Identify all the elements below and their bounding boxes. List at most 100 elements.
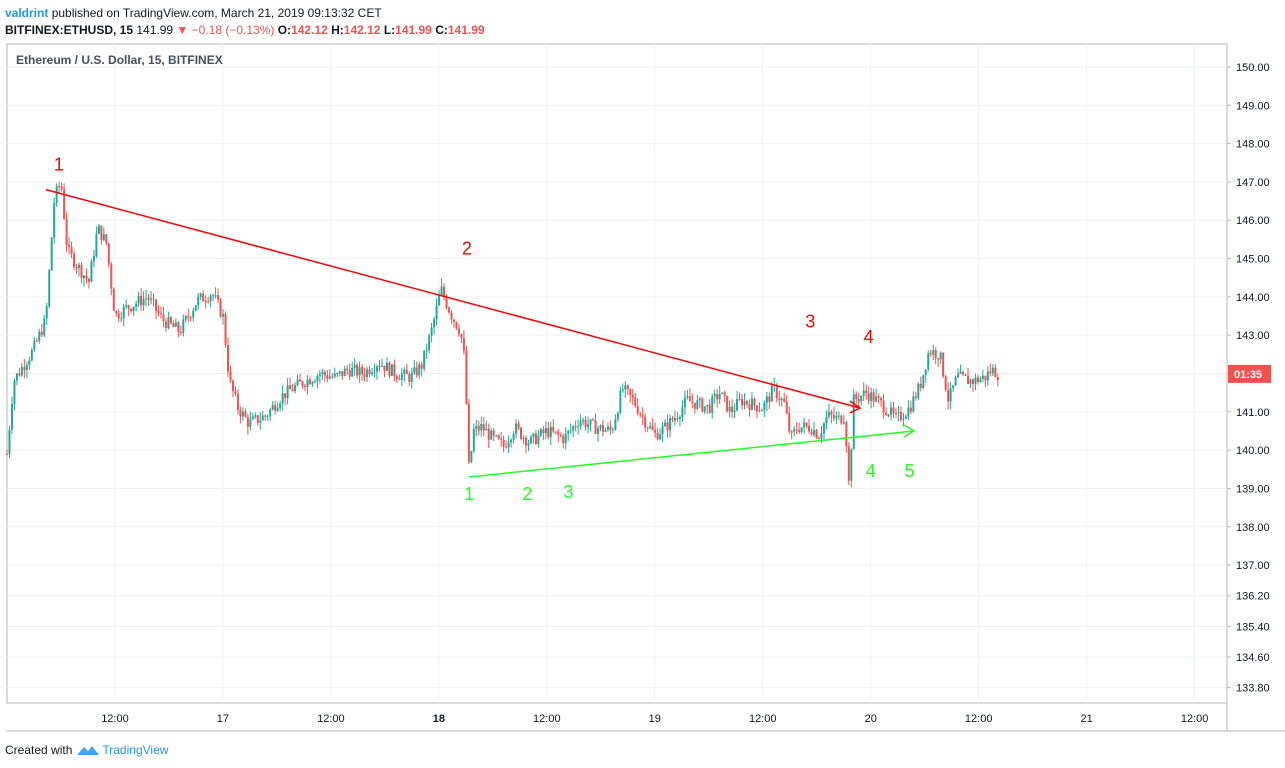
candle-body [373, 371, 376, 373]
tradingview-brand[interactable]: TradingView [102, 743, 169, 757]
candle-body [549, 426, 552, 438]
candle-body [971, 379, 974, 385]
candle-body [793, 429, 796, 432]
y-tick-label: 144.00 [1236, 292, 1270, 304]
candle-body [885, 412, 888, 415]
candle-body [763, 402, 766, 411]
candle-body [241, 411, 244, 417]
candle-body [199, 293, 202, 297]
candle-body [954, 377, 957, 386]
candle-body [768, 396, 771, 402]
candle-body [154, 299, 157, 311]
high-value: 142.12 [343, 23, 381, 37]
candle-body [649, 426, 652, 429]
candle-body [594, 420, 597, 434]
candle-body [261, 415, 264, 421]
support-arrow-icon [903, 424, 916, 438]
candle-body [50, 237, 53, 271]
candle-body [390, 364, 393, 376]
candle-body [721, 392, 724, 394]
candle-body [577, 426, 580, 428]
candle-body [924, 369, 927, 375]
candle-body [587, 424, 590, 428]
candle-body [308, 379, 311, 385]
candle-body [984, 375, 987, 381]
candle-body [939, 352, 942, 360]
candle-body [10, 403, 13, 430]
y-tick-label: 150.00 [1236, 62, 1270, 74]
x-tick-label: 18 [433, 713, 445, 725]
candle-body [351, 367, 354, 377]
candle-body [949, 388, 952, 402]
candle-body [810, 431, 813, 435]
candle-body [48, 270, 51, 307]
candle-body [877, 396, 880, 398]
candle-body [524, 437, 527, 446]
candle-body [430, 327, 433, 336]
candle-body [957, 373, 960, 378]
candle-body [899, 412, 902, 420]
candle-body [127, 305, 130, 309]
x-tick-label: 12:00 [317, 713, 345, 725]
candle-body [778, 398, 781, 401]
candle-body [313, 381, 316, 383]
candle-body [30, 349, 33, 361]
candle-body [887, 414, 890, 416]
candle-body [815, 430, 818, 438]
candle-body [107, 243, 110, 265]
candle-body [651, 426, 654, 430]
candle-body [28, 360, 31, 366]
close-label: C: [435, 23, 448, 37]
candles [6, 182, 999, 488]
candle-body [723, 392, 726, 396]
candle-body [174, 322, 177, 327]
candle-body [251, 416, 254, 420]
candle-body [937, 358, 940, 360]
candle-body [626, 385, 629, 389]
candle-body [187, 316, 190, 318]
candle-body [281, 393, 284, 404]
author-name[interactable]: valdrint [5, 6, 49, 20]
resistance-touch-label: 4 [864, 327, 874, 347]
candle-body [140, 296, 143, 306]
x-tick-label: 12:00 [749, 713, 777, 725]
candle-body [919, 383, 922, 388]
candle-body [63, 189, 66, 219]
candle-body [356, 365, 359, 376]
candle-body [582, 419, 585, 422]
x-tick-label: 20 [865, 713, 877, 725]
candle-body [959, 371, 962, 374]
candle-body [775, 385, 778, 399]
candle-body [274, 405, 277, 411]
candle-body [857, 398, 860, 402]
candle-body [130, 308, 133, 312]
candle-body [306, 379, 309, 388]
candle-body [979, 378, 982, 383]
candle-body [408, 374, 411, 382]
candle-body [728, 406, 731, 412]
candle-body [606, 426, 609, 430]
candle-body [276, 407, 279, 411]
candle-body [212, 295, 215, 297]
candle-body [813, 430, 816, 435]
candle-body [78, 264, 81, 269]
price-change: −0.18 (−0.13%) [191, 23, 275, 37]
candle-body [97, 225, 100, 234]
candle-body [507, 442, 510, 448]
candle-body [472, 428, 475, 452]
candle-body [110, 264, 113, 289]
candle-body [559, 434, 562, 437]
candle-body [438, 295, 441, 306]
candle-body [102, 234, 105, 241]
candle-body [534, 433, 537, 445]
candle-body [43, 318, 46, 336]
candle-body [231, 380, 234, 392]
candle-body [418, 364, 421, 376]
candle-body [112, 288, 115, 311]
candle-body [117, 313, 120, 319]
candle-body [405, 369, 408, 375]
candle-body [517, 423, 520, 428]
open-value: 142.12 [291, 23, 328, 37]
candle-body [505, 446, 508, 448]
